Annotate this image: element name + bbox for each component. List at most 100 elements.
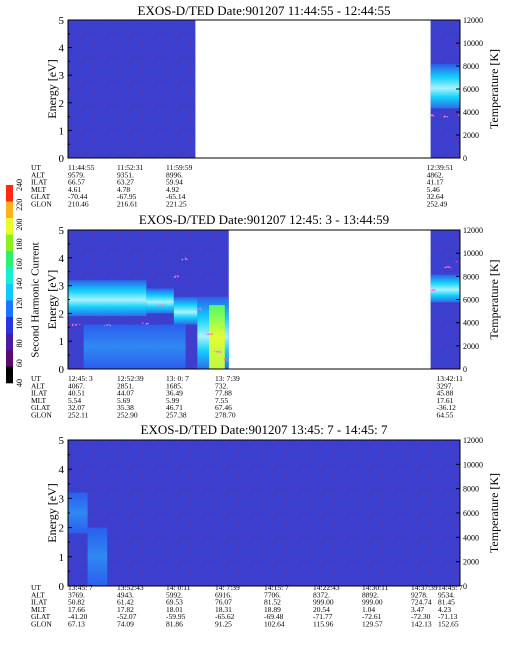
y2-tick-label: 2000 [463,131,479,140]
orbit-value: 18.31 [215,605,232,614]
temperature-point [218,350,220,353]
orbit-value: 252.49 [427,200,448,209]
orbit-value: 64.55 [436,411,453,420]
orbit-value: 18.01 [166,605,183,614]
y-tick-label: 3 [59,493,65,505]
orbit-value: 732. [215,381,228,390]
y2-tick-label: 12000 [463,16,483,25]
orbit-value: -72.61 [362,612,382,621]
panel-3: EXOS-D/TED Date:901207 13:45: 7 - 14:45:… [31,422,501,629]
orbit-row-label: GLON [31,411,52,420]
temperature-point [72,323,74,325]
orbit-row-label: UT [31,583,41,592]
orbit-value: 4.23 [438,605,451,614]
orbit-value: 81.45 [438,598,455,607]
y2-tick-label: 10000 [463,249,483,258]
orbit-value: 74.09 [117,620,134,629]
orbit-value: 63.27 [117,178,134,187]
orbit-value: 999.00 [362,598,383,607]
y-tick-label: 1 [59,552,65,564]
orbit-row-label: GLAT [31,403,51,412]
orbit-row-label: GLON [31,200,52,209]
temperature-point [461,263,462,264]
orbit-value: 9351. [117,170,134,179]
orbit-value: 12:52:39 [117,374,144,383]
y-axis-label: Energy [eV] [45,483,59,542]
orbit-value: 35.38 [117,403,134,412]
orbit-value: -52.07 [117,612,137,621]
y-tick-label: 5 [59,225,65,237]
orbit-value: 7706. [264,590,281,599]
orbit-value: -59.95 [166,612,186,621]
colorbar-tick-label: 80 [15,339,24,347]
colorbar-swatch [6,284,13,301]
temperature-point [458,114,460,116]
temperature-point [434,288,436,290]
intensity-band-cyan [430,274,460,303]
temperature-point [184,258,187,260]
orbit-value: 3297. [436,381,453,390]
temperature-point [76,323,78,325]
temperature-point [74,324,77,326]
orbit-value: 7.55 [215,396,228,405]
orbit-value: 8372. [313,590,330,599]
orbit-value: 14: 0:11 [166,583,191,592]
orbit-value: 252.90 [117,411,138,420]
colorbar-tick-label: 240 [15,179,24,191]
y2-tick-label: 4000 [463,108,479,117]
orbit-value: 66.57 [68,178,85,187]
colorbar-tick-label: 160 [15,258,24,270]
y-tick-label: 1 [59,336,65,348]
y2-axis-label: Temperature [K] [487,49,501,129]
temperature-point [158,304,160,306]
temperature-point [443,116,445,118]
orbit-value: 13: 0: 7 [166,374,189,383]
orbit-value: 102.64 [264,620,285,629]
orbit-value: 14:30:11 [362,583,389,592]
temperature-point [430,114,432,117]
orbit-value: 41.17 [427,178,444,187]
orbit-value: 11:52:31 [117,163,144,172]
y2-tick-label: 8000 [463,485,479,494]
y2-tick-label: 4000 [463,533,479,542]
intensity-band-blue [68,492,88,534]
temperature-point [447,266,450,268]
y2-tick-label: 0 [463,154,467,163]
orbit-value: -36.12 [436,403,456,412]
y-tick-label: 0 [59,581,65,593]
temperature-point [182,258,184,260]
orbit-value: 76.07 [215,598,232,607]
temperature-point [161,304,164,307]
orbit-value: 152.65 [438,620,459,629]
orbit-table: UTALTILATMLTGLATGLON11:44:559579.66.574.… [31,163,454,209]
orbit-value: 13:52:43 [117,583,144,592]
temperature-point [196,307,199,310]
colorbar-swatch [6,234,13,252]
y2-tick-label: 10000 [463,39,483,48]
temperature-point [463,261,464,262]
y-tick-label: 3 [59,70,65,82]
temperature-point [199,307,202,309]
orbit-value: 81.86 [166,620,183,629]
temperature-point [448,266,451,268]
y2-tick-label: 12000 [463,436,483,445]
orbit-value: 4067. [68,381,85,390]
orbit-value: 9534. [438,590,455,599]
colorbar-tick-label: 180 [15,238,24,250]
colorbar-swatch [6,201,13,219]
temperature-point [185,257,187,259]
orbit-value: -67.95 [117,192,137,201]
y-tick-label: 5 [59,15,65,27]
temperature-point [213,350,216,352]
y-tick-label: 3 [59,281,65,293]
orbit-value: 14:22:43 [313,583,340,592]
temperature-point [223,358,225,360]
colorbar-swatch [6,251,13,268]
orbit-value: -71.77 [313,612,333,621]
temperature-point [160,305,162,307]
orbit-value: 69.53 [166,598,183,607]
y2-tick-label: 10000 [463,460,483,469]
temperature-point [444,267,446,269]
orbit-value: 1685. [166,381,183,390]
